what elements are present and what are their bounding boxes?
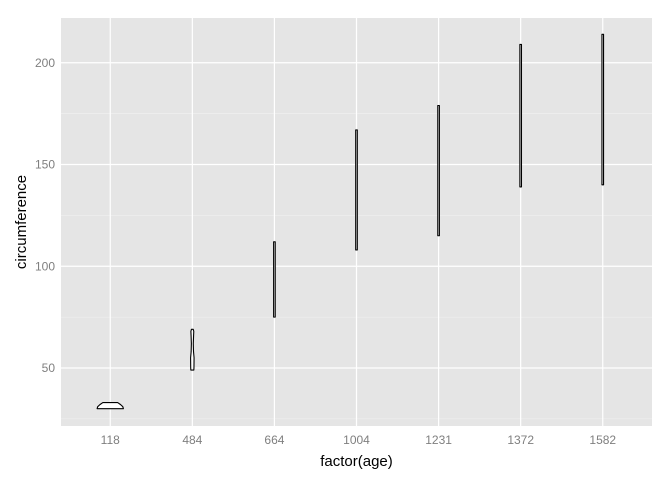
violin-484 xyxy=(190,328,195,371)
x-tick-label: 1582 xyxy=(589,433,616,447)
x-tick-label: 1004 xyxy=(343,433,370,447)
y-tick-label: 150 xyxy=(35,158,55,172)
x-tick-label: 664 xyxy=(264,433,284,447)
y-axis: 50 100 150 200 xyxy=(35,56,55,375)
violins xyxy=(96,33,605,410)
violin-1582 xyxy=(601,33,605,186)
violin-1372 xyxy=(519,43,523,188)
y-tick-label: 100 xyxy=(35,259,55,273)
x-tick-label: 484 xyxy=(182,433,202,447)
y-tick-label: 200 xyxy=(35,56,55,70)
violin-664 xyxy=(273,241,276,318)
violin-118 xyxy=(96,402,124,410)
y-tick-label: 50 xyxy=(42,361,56,375)
x-axis-title: factor(age) xyxy=(320,453,393,470)
violin-1004 xyxy=(355,129,358,251)
violin-1231 xyxy=(437,104,440,237)
y-axis-title: circumference xyxy=(13,175,30,269)
x-tick-label: 118 xyxy=(101,433,120,447)
x-axis: 118 484 664 1004 1231 1372 1582 xyxy=(101,433,617,447)
x-tick-label: 1372 xyxy=(507,433,534,447)
x-tick-label: 1231 xyxy=(425,433,452,447)
